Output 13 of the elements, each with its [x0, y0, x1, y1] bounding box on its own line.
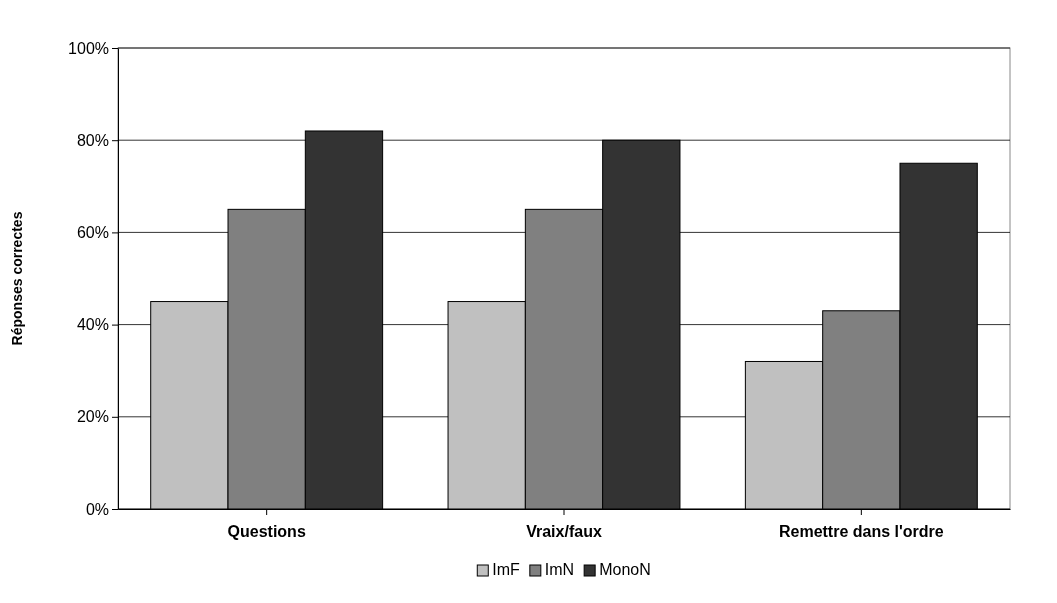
- y-tick-label: 80%: [76, 131, 109, 149]
- y-tick-label: 40%: [76, 316, 109, 334]
- legend-label: ImN: [544, 561, 575, 578]
- y-axis-title: Réponses correctes: [9, 211, 25, 346]
- x-tick-label: Vraix/faux: [526, 523, 602, 541]
- y-tick-label: 20%: [76, 408, 109, 426]
- x-tick-label: Remettre dans l'ordre: [778, 523, 944, 541]
- y-tick-label: 0%: [85, 500, 109, 518]
- y-tick-label: 100%: [68, 39, 109, 57]
- y-tick-label: 60%: [76, 224, 109, 242]
- legend-label: MonoN: [599, 561, 651, 578]
- x-tick-label: Questions: [227, 523, 306, 541]
- legend-label: ImF: [492, 561, 521, 578]
